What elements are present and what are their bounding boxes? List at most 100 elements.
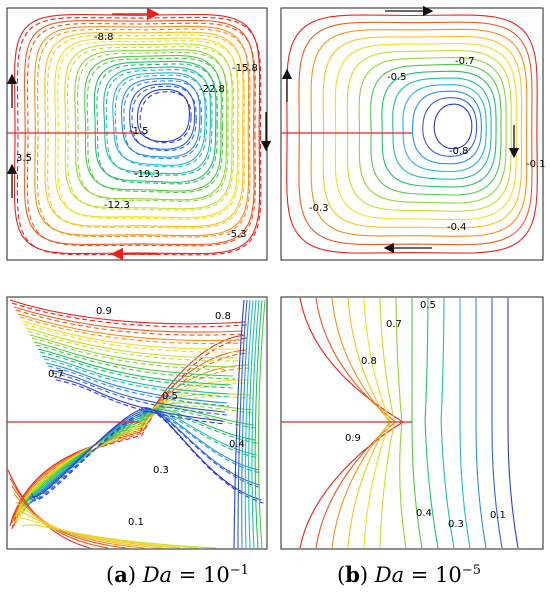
contour-line (57, 40, 240, 220)
contour-line (315, 297, 397, 549)
caption-b-letter: b (345, 562, 360, 587)
contour-line (139, 91, 192, 144)
contour-line (257, 299, 266, 549)
contour-line (241, 299, 251, 549)
contour-line (129, 83, 196, 150)
contour-label: -19.3 (134, 169, 160, 180)
contour-line (254, 299, 263, 549)
contour-line (237, 299, 248, 549)
contour-line (346, 49, 512, 212)
contour-label: 0.4 (229, 439, 245, 450)
contour-label: -12.3 (104, 200, 130, 211)
labels-top-left: -8.8 -15.8 -22.8 -1.5 3.5 -19.3 -12.3 -5… (16, 32, 258, 240)
contour-line (67, 46, 235, 211)
contour-line (93, 60, 217, 183)
contour-line (248, 299, 257, 549)
contour-line (459, 297, 471, 549)
contour-line (13, 13, 261, 255)
contour-line (112, 72, 206, 166)
contour-line (392, 77, 492, 180)
contour-line (507, 298, 519, 549)
labels-bottom-left: 0.9 0.8 0.7 0.5 0.4 0.3 0.1 (48, 306, 245, 528)
contour-label: 0.7 (48, 369, 64, 380)
labels-bottom-right: 0.5 0.7 0.8 0.9 0.4 0.3 0.1 (345, 300, 506, 530)
contour-line (16, 16, 262, 256)
contour-label: -0.5 (387, 72, 407, 83)
contours-top-right (286, 14, 538, 254)
contour-label: 0.8 (361, 356, 377, 367)
contour-line (475, 297, 487, 549)
contour-line (244, 299, 254, 549)
contour-line (114, 74, 208, 168)
contour-label: -0.7 (455, 56, 475, 67)
contour-line (47, 34, 245, 229)
contour-label: 0.5 (420, 300, 436, 311)
labels-top-right: -0.7 -0.5 -0.8 -0.3 -0.4 -0.1 (309, 56, 546, 233)
contour-line (105, 69, 213, 176)
caption-a-equals: = 10 (172, 563, 230, 587)
contour-label: -0.8 (449, 146, 469, 157)
contour-line (29, 365, 261, 503)
contour-line (21, 524, 217, 549)
contour-line (54, 37, 239, 219)
contour-label: 0.9 (345, 433, 361, 444)
contour-label: -8.8 (94, 32, 114, 43)
contour-line (33, 379, 264, 504)
contour-line (123, 80, 202, 160)
contour-label: 0.8 (215, 311, 231, 322)
contours-bottom-right (299, 297, 519, 549)
contour-line (131, 85, 197, 152)
caption-a-letter: a (114, 562, 128, 587)
caption-a: (a) Da = 10−1 (106, 562, 249, 587)
contour-label: 0.3 (153, 465, 169, 476)
contour-line (84, 55, 222, 192)
contour-line (26, 22, 256, 247)
contour-label: -0.3 (309, 203, 329, 214)
contour-line (358, 56, 507, 204)
contour-line (422, 97, 478, 157)
caption-b: (b) Da = 10−5 (337, 562, 481, 587)
contour-line (363, 297, 392, 549)
contour-label: -0.4 (447, 222, 467, 233)
contour-label: 0.5 (162, 391, 178, 402)
caption-b-equals: = 10 (404, 563, 462, 587)
caption-a-variable: Da (142, 563, 173, 587)
contour-label: 0.3 (448, 519, 464, 530)
contour-line (440, 297, 455, 549)
contour-line (96, 63, 218, 185)
contour-label: -5.3 (227, 229, 247, 240)
contour-line (120, 77, 201, 158)
contour-line (76, 51, 229, 202)
contour-label: 0.7 (386, 319, 402, 330)
panel-frame-top-left (6, 7, 268, 261)
contour-line (34, 25, 250, 237)
contour-line (21, 337, 255, 515)
contour-line (64, 43, 233, 210)
contour-line (370, 63, 502, 196)
panel-frame-top-right (280, 7, 544, 261)
contour-line (31, 376, 262, 501)
contour-line (381, 70, 497, 188)
contour-label: 0.4 (416, 508, 432, 519)
contour-line (402, 84, 487, 173)
contour-line (424, 297, 439, 549)
contour-line (379, 297, 396, 549)
contour-line (31, 372, 263, 502)
contour-label: 0.1 (490, 510, 506, 521)
contour-line (286, 14, 538, 254)
contour-line (74, 49, 228, 201)
panel-frame-bottom-right (280, 296, 544, 550)
contour-label: 0.9 (96, 306, 112, 317)
contour-label: -15.8 (232, 63, 258, 74)
panel-frame-bottom-left (6, 296, 268, 550)
contour-line (322, 35, 523, 229)
contours-bottom-left (7, 299, 266, 549)
contour-line (29, 369, 261, 499)
contour-line (299, 297, 405, 549)
contour-line (9, 299, 246, 527)
contour-line (86, 57, 224, 194)
contour-label: -22.8 (199, 84, 225, 95)
contour-line (44, 31, 244, 228)
contour-line (17, 323, 252, 521)
